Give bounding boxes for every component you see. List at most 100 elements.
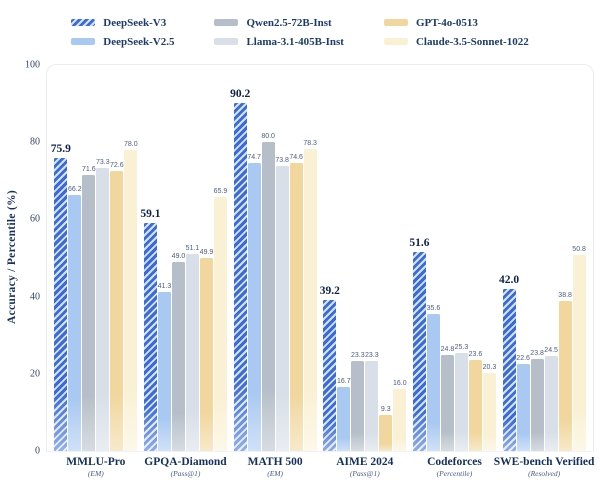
bar-value-label: 16.7	[336, 377, 351, 385]
bar-llama-3.1-405b-inst	[185, 253, 199, 452]
bar-qwen2.5-72b-inst	[351, 361, 365, 451]
bar-slot: 78.3	[303, 140, 317, 452]
bar-slot: 51.6	[409, 237, 430, 452]
bar-claude-3.5-sonnet-1022	[482, 372, 496, 452]
bar-value-label: 90.2	[230, 87, 251, 100]
bar-value-label: 51.6	[409, 236, 430, 249]
bar-llama-3.1-405b-inst	[454, 353, 468, 451]
bar-slot: 51.1	[185, 245, 199, 452]
bar-llama-3.1-405b-inst	[544, 356, 558, 451]
category-name: SWE-bench Verified	[493, 456, 595, 468]
legend-swatch	[214, 38, 239, 45]
bar-groups: 75.9 66.2 71.6 73.3 72.6 78.0 MMLU-Pro (EM) 59.1…	[47, 65, 595, 478]
bar-slot: 71.6	[82, 166, 96, 452]
bar-slot: 24.5	[544, 347, 558, 451]
bar-value-label: 78.0	[124, 140, 138, 148]
bar-value-label: 74.6	[289, 154, 303, 162]
bar-value-label: 66.2	[68, 186, 82, 194]
legend-swatch	[383, 38, 408, 45]
bar-deepseek-v2.5	[68, 195, 82, 451]
legend-grid: DeepSeek-V3 DeepSeek-V2.5 Qwen2.5-72B-Inst…	[71, 14, 529, 50]
bar-slot: 50.8	[572, 246, 586, 452]
legend-item-gpt-4o-0513: GPT-4o-0513	[383, 14, 529, 31]
bar-group-mmlu-pro: 75.9 66.2 71.6 73.3 72.6 78.0 MMLU-Pro (EM)	[51, 141, 138, 478]
category-metric: (Pass@1)	[349, 469, 380, 478]
bar-value-label: 65.9	[213, 187, 228, 195]
category-metric: (Percentile)	[436, 469, 473, 478]
bar-slot: 78.0	[124, 141, 138, 452]
category-name: MATH 500	[247, 456, 303, 468]
bar-value-label: 35.6	[426, 304, 441, 312]
legend-swatch	[383, 19, 408, 26]
legend-label: Qwen2.5-72B-Inst	[246, 16, 332, 29]
bar-deepseek-v2.5	[157, 291, 171, 452]
category-metric: (EM)	[87, 469, 104, 478]
bar-slot: 38.8	[558, 292, 572, 451]
bar-slot: 72.6	[110, 162, 124, 452]
bar-value-label: 72.6	[110, 161, 124, 169]
bar-slot: 23.6	[468, 351, 482, 452]
bar-gpt-4o-0513	[110, 170, 124, 452]
bar-group-math-500: 90.2 74.7 80.0 73.8 74.6 78.3 MATH 500 (EM)	[230, 88, 317, 478]
bar-slot: 74.7	[247, 154, 261, 452]
bar-value-label: 73.8	[275, 157, 289, 165]
bar-value-label: 73.3	[96, 159, 110, 167]
bar-value-label: 23.8	[530, 350, 544, 358]
bar-slot: 23.3	[365, 352, 379, 451]
bar-value-label: 24.5	[544, 347, 558, 355]
bar-llama-3.1-405b-inst	[365, 361, 379, 451]
bar-slot: 9.3	[379, 406, 393, 451]
y-tick-label: 20	[30, 368, 40, 380]
category-metric: (EM)	[267, 469, 284, 478]
category-name: AIME 2024	[336, 456, 394, 468]
bar-gpt-4o-0513	[289, 163, 303, 451]
y-tick-label: 80	[30, 136, 40, 148]
legend-item-deepseek-v2.5: DeepSeek-V2.5	[71, 33, 174, 50]
category-label: GPQA-Diamond (Pass@1)	[144, 456, 226, 478]
bar-slot: 35.6	[426, 305, 440, 452]
y-axis-title: Accuracy / Percentile (%)	[6, 189, 18, 325]
bar-slot: 66.2	[68, 186, 82, 451]
bar-deepseek-v3	[412, 251, 426, 452]
bar-slot: 42.0	[499, 274, 519, 452]
bar-slot: 73.3	[96, 159, 110, 451]
bar-slot: 65.9	[213, 188, 227, 452]
bar-group-swe-bench-verified: 42.0 22.6 23.8 24.5 38.8 50.8 SWE-bench Verifi…	[494, 246, 595, 478]
bar-value-label: 39.2	[319, 284, 340, 297]
legend-item-deepseek-v3: DeepSeek-V3	[71, 14, 174, 31]
bar-value-label: 78.3	[303, 139, 317, 147]
legend-swatch	[71, 19, 96, 26]
bar-slot: 16.0	[393, 380, 407, 451]
bar-slot: 20.3	[482, 364, 496, 452]
bar-claude-3.5-sonnet-1022	[213, 196, 227, 452]
bar-gpt-4o-0513	[558, 301, 572, 451]
bar-claude-3.5-sonnet-1022	[393, 389, 407, 451]
bar-llama-3.1-405b-inst	[275, 166, 289, 451]
bar-value-label: 16.0	[392, 380, 407, 388]
bar-value-label: 24.8	[440, 346, 455, 354]
y-tick-label: 60	[30, 213, 40, 225]
bar-deepseek-v2.5	[516, 363, 530, 452]
bar-qwen2.5-72b-inst	[82, 174, 96, 452]
bar-slot: 49.0	[172, 253, 185, 452]
bar-value-label: 80.0	[261, 133, 275, 141]
bar-gpt-4o-0513	[379, 415, 393, 451]
plot-area: 0 20 40 60 80 100 75.9 66.2 71.6 73.3 72.6 78.0 MML…	[25, 60, 595, 479]
bar-deepseek-v2.5	[247, 162, 261, 452]
bar-deepseek-v2.5	[426, 313, 440, 452]
bar-value-label: 25.3	[454, 344, 469, 352]
bar-value-label: 71.6	[82, 165, 96, 173]
legend-swatch	[214, 19, 239, 26]
category-label: AIME 2024 (Pass@1)	[336, 456, 393, 478]
bar-value-label: 23.3	[364, 352, 379, 360]
category-name: GPQA-Diamond	[144, 456, 227, 468]
bar-gpt-4o-0513	[468, 359, 482, 452]
bar-value-label: 75.9	[50, 143, 71, 156]
legend-item-llama-3.1-405b-inst: Llama-3.1-405B-Inst	[214, 33, 344, 50]
y-tick-label: 100	[25, 59, 40, 71]
bar-value-label: 49.9	[199, 249, 214, 257]
bar-value-label: 59.1	[140, 207, 161, 220]
bar-value-label: 38.8	[558, 292, 572, 300]
bar-deepseek-v3	[502, 288, 516, 452]
y-tick-label: 0	[35, 445, 40, 457]
